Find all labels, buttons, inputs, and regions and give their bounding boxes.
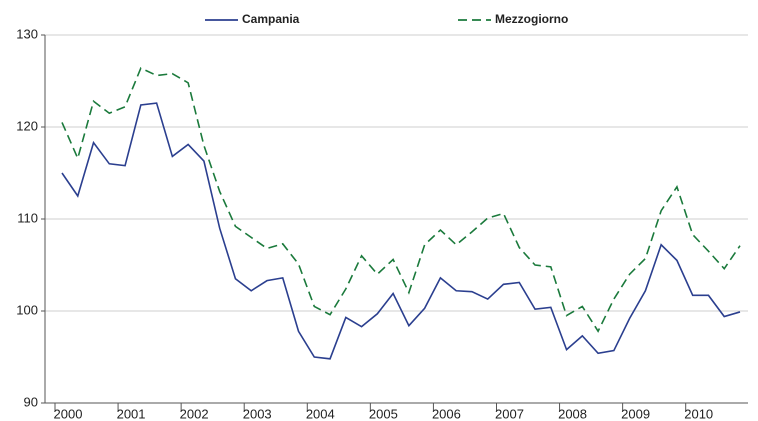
y-tick-label: 110 — [17, 210, 38, 225]
x-tick-label: 2010 — [684, 406, 713, 421]
x-tick-label: 2008 — [558, 406, 587, 421]
x-tick-label: 2000 — [54, 406, 83, 421]
x-tick-label: 2009 — [621, 406, 650, 421]
y-tick-label: 130 — [16, 26, 38, 41]
y-tick-label: 90 — [24, 394, 38, 409]
x-tick-label: 2001 — [117, 406, 146, 421]
x-tick-label: 2003 — [243, 406, 272, 421]
y-tick-label: 100 — [16, 302, 38, 317]
series-line — [61, 102, 741, 360]
y-tick-label: 120 — [16, 118, 38, 133]
x-tick-label: 2007 — [495, 406, 524, 421]
x-tick-label: 2004 — [306, 406, 335, 421]
series-line — [61, 67, 741, 333]
legend-label: Campania — [242, 12, 300, 26]
x-tick-label: 2005 — [369, 406, 398, 421]
legend-label: Mezzogiorno — [495, 12, 568, 26]
x-tick-label: 2002 — [180, 406, 209, 421]
x-tick-label: 2006 — [432, 406, 461, 421]
